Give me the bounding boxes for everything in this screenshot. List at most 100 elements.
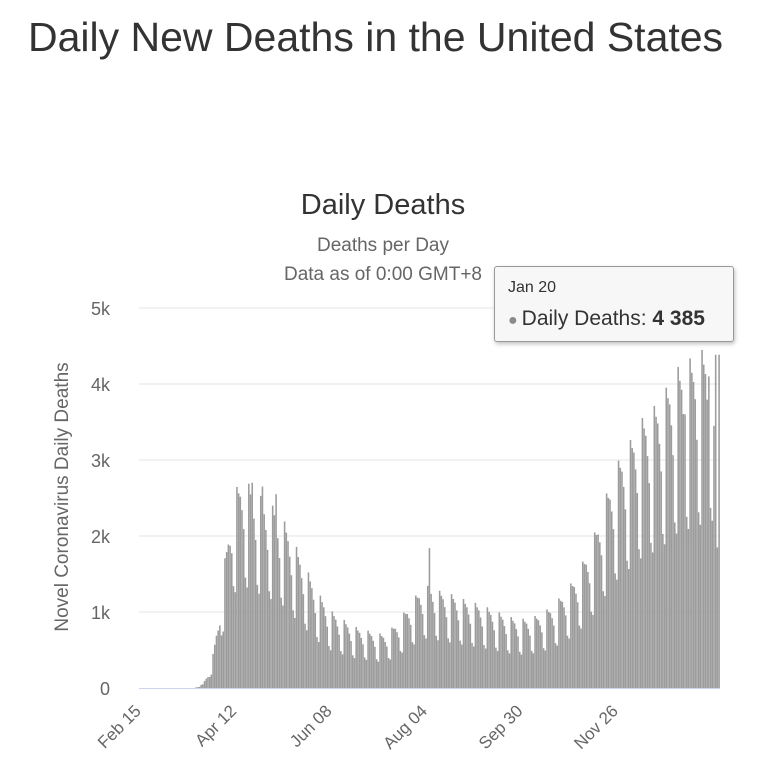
bar[interactable]	[595, 535, 598, 688]
bar[interactable]	[251, 482, 254, 688]
bar[interactable]	[297, 557, 300, 688]
bar[interactable]	[246, 587, 248, 688]
bar[interactable]	[496, 650, 499, 688]
bar[interactable]	[271, 505, 274, 688]
bar[interactable]	[638, 549, 640, 688]
bar[interactable]	[542, 648, 545, 688]
bar[interactable]	[578, 625, 581, 688]
bar[interactable]	[716, 547, 719, 688]
bar[interactable]	[387, 657, 390, 688]
bar[interactable]	[655, 416, 657, 688]
bar[interactable]	[362, 644, 364, 688]
bar[interactable]	[621, 471, 623, 688]
bar[interactable]	[438, 590, 441, 688]
bar[interactable]	[227, 544, 230, 688]
bar[interactable]	[377, 661, 380, 688]
bar[interactable]	[457, 620, 460, 688]
bar[interactable]	[294, 617, 296, 688]
bar[interactable]	[384, 642, 386, 688]
bar[interactable]	[660, 471, 662, 688]
bar[interactable]	[544, 650, 547, 688]
bar[interactable]	[239, 496, 242, 688]
bar[interactable]	[370, 636, 373, 688]
bar[interactable]	[685, 516, 688, 688]
bar[interactable]	[323, 607, 325, 688]
bar[interactable]	[711, 520, 714, 688]
bar[interactable]	[617, 460, 620, 688]
bar[interactable]	[195, 687, 197, 688]
bar[interactable]	[588, 583, 591, 688]
bar[interactable]	[622, 486, 625, 688]
bar[interactable]	[302, 594, 305, 688]
bar[interactable]	[234, 592, 236, 688]
bar[interactable]	[442, 599, 444, 688]
bar[interactable]	[541, 632, 543, 688]
bar[interactable]	[224, 558, 226, 688]
bar[interactable]	[213, 644, 216, 688]
bar[interactable]	[679, 380, 681, 688]
bar[interactable]	[449, 642, 451, 688]
bar[interactable]	[248, 483, 250, 688]
bar[interactable]	[576, 602, 579, 688]
bar[interactable]	[411, 642, 414, 688]
bar[interactable]	[217, 630, 219, 688]
bar[interactable]	[358, 632, 361, 688]
bar[interactable]	[249, 494, 252, 688]
bar[interactable]	[668, 404, 671, 688]
bar[interactable]	[677, 366, 679, 688]
bar[interactable]	[316, 637, 318, 688]
bar[interactable]	[564, 615, 567, 688]
bar[interactable]	[529, 635, 531, 688]
bar[interactable]	[699, 524, 702, 688]
bar[interactable]	[348, 633, 351, 688]
bar[interactable]	[581, 561, 584, 688]
bar[interactable]	[573, 587, 576, 688]
bar[interactable]	[697, 512, 700, 688]
bar[interactable]	[287, 541, 289, 688]
bar[interactable]	[575, 593, 577, 688]
bar[interactable]	[718, 354, 720, 688]
bar[interactable]	[200, 684, 202, 688]
bar[interactable]	[518, 651, 521, 688]
bar[interactable]	[443, 607, 446, 688]
bar[interactable]	[687, 528, 690, 688]
bar[interactable]	[369, 633, 371, 688]
bar[interactable]	[258, 593, 260, 688]
bar[interactable]	[273, 515, 276, 688]
bar[interactable]	[674, 522, 676, 688]
bar[interactable]	[314, 613, 317, 688]
bar[interactable]	[282, 605, 284, 688]
bar[interactable]	[253, 518, 255, 688]
bar[interactable]	[556, 645, 558, 688]
bar[interactable]	[326, 626, 328, 688]
bar[interactable]	[708, 376, 710, 688]
bar[interactable]	[357, 630, 359, 688]
bar[interactable]	[374, 646, 376, 688]
bar[interactable]	[237, 493, 240, 688]
bar[interactable]	[513, 623, 516, 688]
bar[interactable]	[452, 599, 455, 688]
bar[interactable]	[203, 681, 206, 688]
bar[interactable]	[653, 405, 656, 688]
bar[interactable]	[627, 568, 630, 688]
bar[interactable]	[469, 623, 472, 688]
bar[interactable]	[551, 618, 553, 688]
bar[interactable]	[675, 533, 678, 688]
bar[interactable]	[464, 603, 466, 688]
bar[interactable]	[423, 635, 426, 688]
bar[interactable]	[340, 651, 342, 688]
bar[interactable]	[445, 617, 448, 688]
bar[interactable]	[489, 614, 492, 688]
bar[interactable]	[413, 644, 415, 688]
bar[interactable]	[645, 435, 647, 688]
bar[interactable]	[597, 534, 599, 688]
bar[interactable]	[692, 381, 695, 688]
bar[interactable]	[202, 684, 204, 688]
bar[interactable]	[403, 612, 405, 688]
bar[interactable]	[583, 563, 586, 688]
bar[interactable]	[624, 509, 627, 688]
bar[interactable]	[484, 648, 487, 688]
bar[interactable]	[702, 364, 705, 688]
bar[interactable]	[232, 586, 235, 688]
bar[interactable]	[198, 686, 201, 688]
